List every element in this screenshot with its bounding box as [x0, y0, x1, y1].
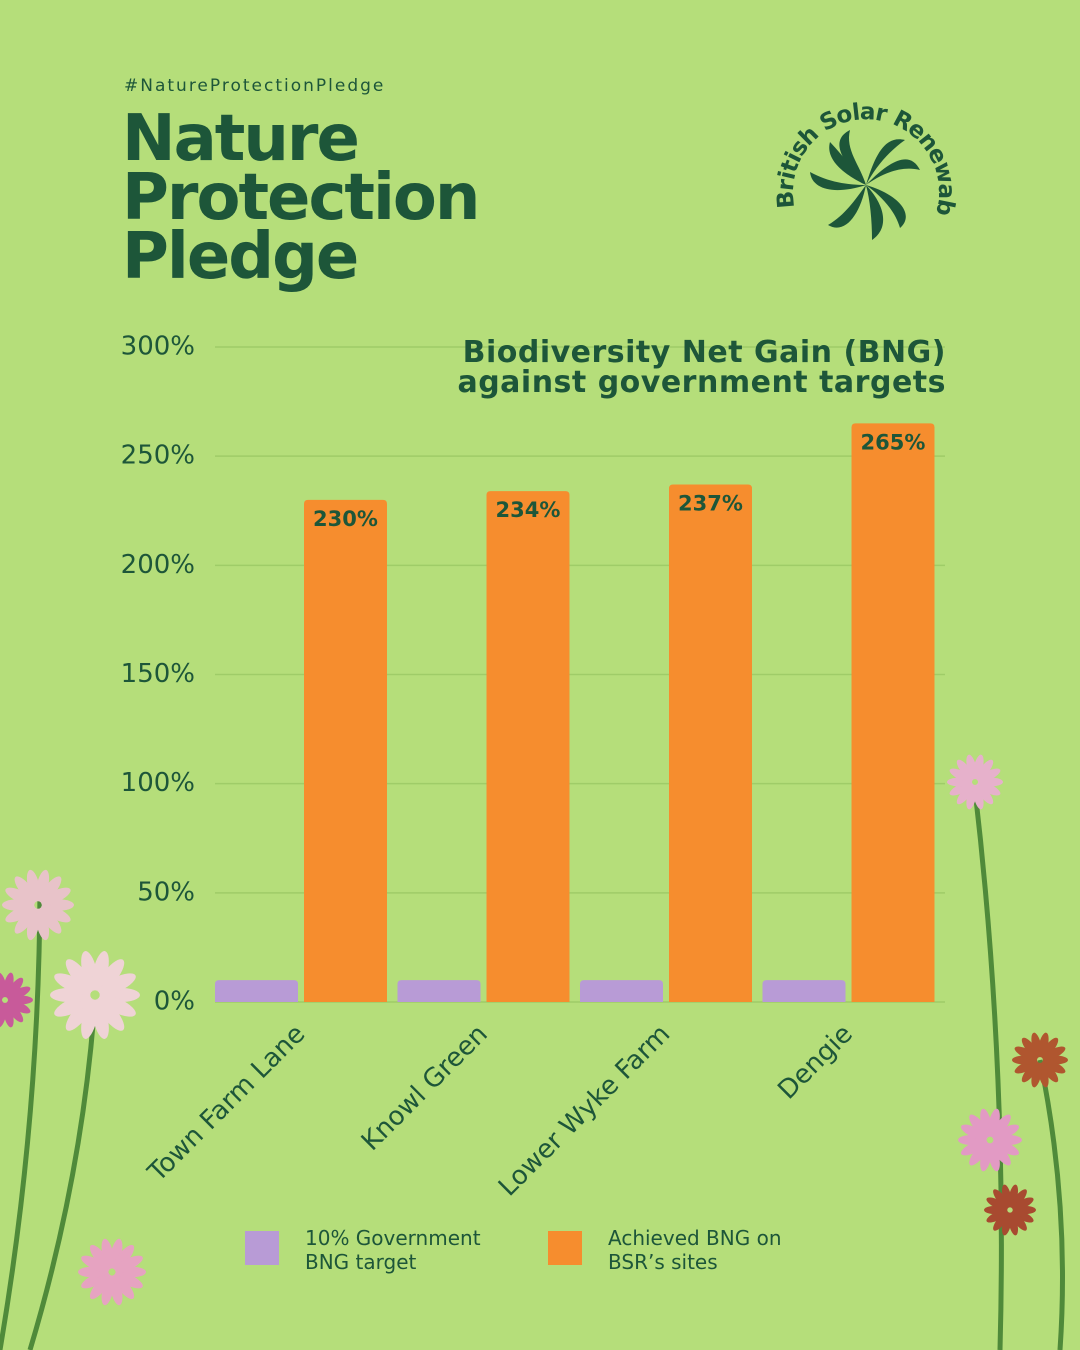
flower-petal: [960, 1124, 988, 1141]
flower-petal: [991, 1142, 1011, 1166]
flower-petal: [1012, 1209, 1034, 1223]
legend-label: Achieved BNG on BSR’s sites: [608, 1226, 782, 1274]
flower-petal: [977, 781, 1001, 796]
y-tick-label: 200%: [121, 550, 195, 580]
flower-petal: [992, 1124, 1020, 1141]
flower-petal: [6, 977, 24, 999]
flower-petal: [7, 999, 31, 1014]
bar: [580, 980, 663, 1002]
flower-petal: [1014, 1046, 1038, 1061]
flower-petal: [993, 1211, 1010, 1231]
flower-petal: [1042, 1059, 1066, 1074]
value-label: 234%: [496, 498, 561, 522]
flower-petal: [96, 997, 125, 1031]
flower-petal: [41, 887, 71, 906]
flower-petal: [81, 1255, 110, 1273]
flower-petal: [1041, 1037, 1059, 1059]
flower-petal: [39, 907, 62, 934]
chart-title: Biodiversity Net Gain (BNG) against gove…: [457, 335, 946, 400]
y-tick-label: 0%: [154, 987, 195, 1017]
flower-petal: [956, 783, 974, 805]
flower-petal: [65, 959, 94, 993]
flower-petal: [54, 973, 92, 996]
value-label: 265%: [861, 430, 926, 454]
flower-stem: [1037, 1059, 1065, 1350]
flower-petal: [5, 887, 35, 906]
flower-petal: [1010, 1211, 1027, 1231]
flower-petal: [992, 1139, 1020, 1156]
flower-stem: [972, 789, 1004, 1350]
flower-petal: [969, 1114, 989, 1138]
bar: [397, 980, 481, 1002]
flower-petal: [41, 904, 71, 923]
flower-petal: [956, 759, 974, 781]
y-tick-label: 250%: [121, 441, 195, 471]
flower-petal: [1010, 1189, 1027, 1209]
x-tick-label: Dengie: [772, 1019, 858, 1105]
flower-petal: [1021, 1061, 1039, 1083]
flower-petal: [0, 1002, 7, 1028]
flower-petal: [39, 876, 62, 903]
flower-petal: [1021, 1037, 1039, 1059]
flower-petal: [1012, 1197, 1034, 1211]
y-tick-label: 300%: [121, 332, 195, 362]
flower-petal: [96, 959, 125, 993]
flower-petal: [89, 1244, 111, 1270]
flower-petal: [976, 783, 994, 805]
flower-petal: [14, 907, 37, 934]
flower-petal: [977, 768, 1001, 783]
flower-petal: [949, 768, 973, 783]
bar: [304, 499, 387, 1002]
bar: [669, 484, 752, 1002]
flower-petal: [969, 1142, 989, 1166]
flower-petal: [991, 1114, 1011, 1138]
flower-petal: [976, 759, 994, 781]
flower-petal: [114, 1255, 143, 1273]
legend-swatch: [245, 1231, 279, 1265]
flower-petal: [14, 876, 37, 903]
y-tick-label: 100%: [121, 768, 195, 798]
flower-petal: [7, 986, 31, 1001]
flower-stem: [0, 879, 43, 1350]
logo-mark: [810, 130, 920, 240]
flower-stem: [27, 999, 98, 1350]
flower-petal: [113, 1274, 135, 1300]
flower-petal: [113, 1244, 135, 1270]
x-tick-label: Lower Wyke Farm: [493, 1019, 676, 1202]
x-tick-label: Knowl Green: [356, 1019, 494, 1157]
value-label: 230%: [313, 507, 378, 531]
bar: [215, 980, 298, 1002]
flower-petal: [6, 1001, 24, 1023]
flower-petal: [98, 973, 136, 996]
flower-petal: [1042, 1046, 1066, 1061]
y-tick-label: 150%: [121, 659, 195, 689]
y-tick-label: 50%: [137, 877, 195, 907]
bar: [851, 423, 935, 1003]
flower-petal: [89, 1274, 111, 1300]
flower-petal: [114, 1271, 143, 1289]
page-title: Nature Protection Pledge: [122, 102, 480, 294]
x-tick-label: Town Farm Lane: [142, 1019, 311, 1188]
flower-petal: [993, 1189, 1010, 1209]
flower-petal: [986, 1197, 1008, 1211]
value-label: 237%: [678, 492, 743, 516]
legend-label: 10% Government BNG target: [305, 1226, 481, 1274]
flower-petal: [65, 997, 94, 1031]
bar: [762, 980, 846, 1002]
hashtag: #NatureProtectionPledge: [124, 76, 386, 96]
bar: [486, 491, 570, 1002]
flower-petal: [1041, 1061, 1059, 1083]
legend-swatch: [548, 1231, 582, 1265]
flower-petal: [98, 994, 136, 1017]
